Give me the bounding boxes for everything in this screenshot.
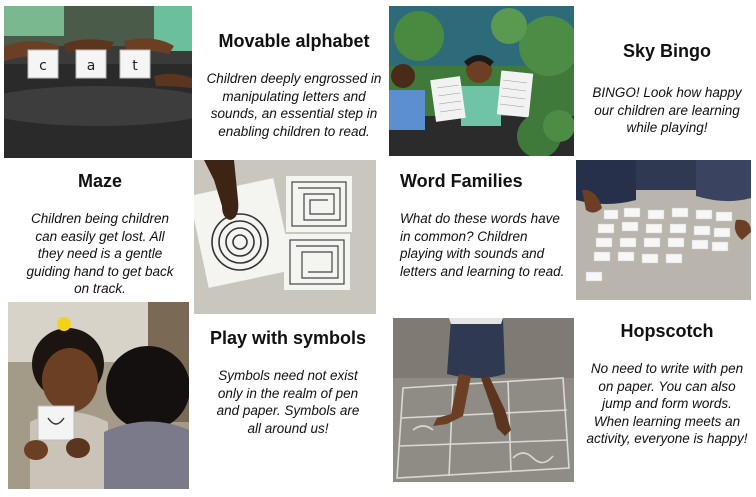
sky-bingo-caption: BINGO! Look how happy our children are l… — [592, 85, 742, 135]
maze-caption: Children being children can easily get l… — [26, 211, 174, 296]
movable-alphabet-caption: Children deeply engrossed in manipulatin… — [206, 71, 382, 139]
sky-bingo-title: Sky Bingo — [622, 41, 711, 61]
movable-alphabet-photo: c a t — [4, 6, 192, 158]
play-with-symbols-title: Play with symbols — [209, 328, 367, 348]
maze-title: Maze — [77, 171, 122, 191]
hopscotch-photo — [393, 318, 574, 482]
maze-text: Maze Children being children can easily … — [22, 170, 178, 298]
hopscotch-title: Hopscotch — [620, 321, 714, 341]
hopscotch-text: Hopscotch No need to write with pen on p… — [586, 320, 748, 448]
movable-alphabet-title: Movable alphabet — [218, 31, 370, 51]
play-with-symbols-caption: Symbols need not exist only in the realm… — [216, 368, 360, 436]
letter-card-t: t — [119, 49, 151, 79]
letter-card-c: c — [27, 49, 59, 79]
word-families-photo — [576, 160, 751, 300]
maze-photo — [194, 160, 376, 314]
hopscotch-caption: No need to write with pen on paper. You … — [586, 361, 748, 446]
word-families-caption: What do these words have in common? Chil… — [400, 211, 565, 279]
svg-text:c: c — [39, 58, 47, 74]
svg-text:a: a — [87, 58, 96, 74]
svg-text:t: t — [132, 58, 138, 74]
sky-bingo-text: Sky Bingo BINGO! Look how happy our chil… — [586, 40, 748, 137]
movable-alphabet-text: Movable alphabet Children deeply engross… — [206, 30, 382, 140]
play-with-symbols-text: Play with symbols Symbols need not exist… — [204, 327, 372, 437]
play-with-symbols-photo — [8, 302, 189, 489]
word-families-title: Word Families — [400, 171, 523, 191]
sky-bingo-photo — [389, 6, 574, 156]
word-families-text: Word Families What do these words have i… — [400, 170, 570, 280]
letter-card-a: a — [75, 49, 107, 79]
